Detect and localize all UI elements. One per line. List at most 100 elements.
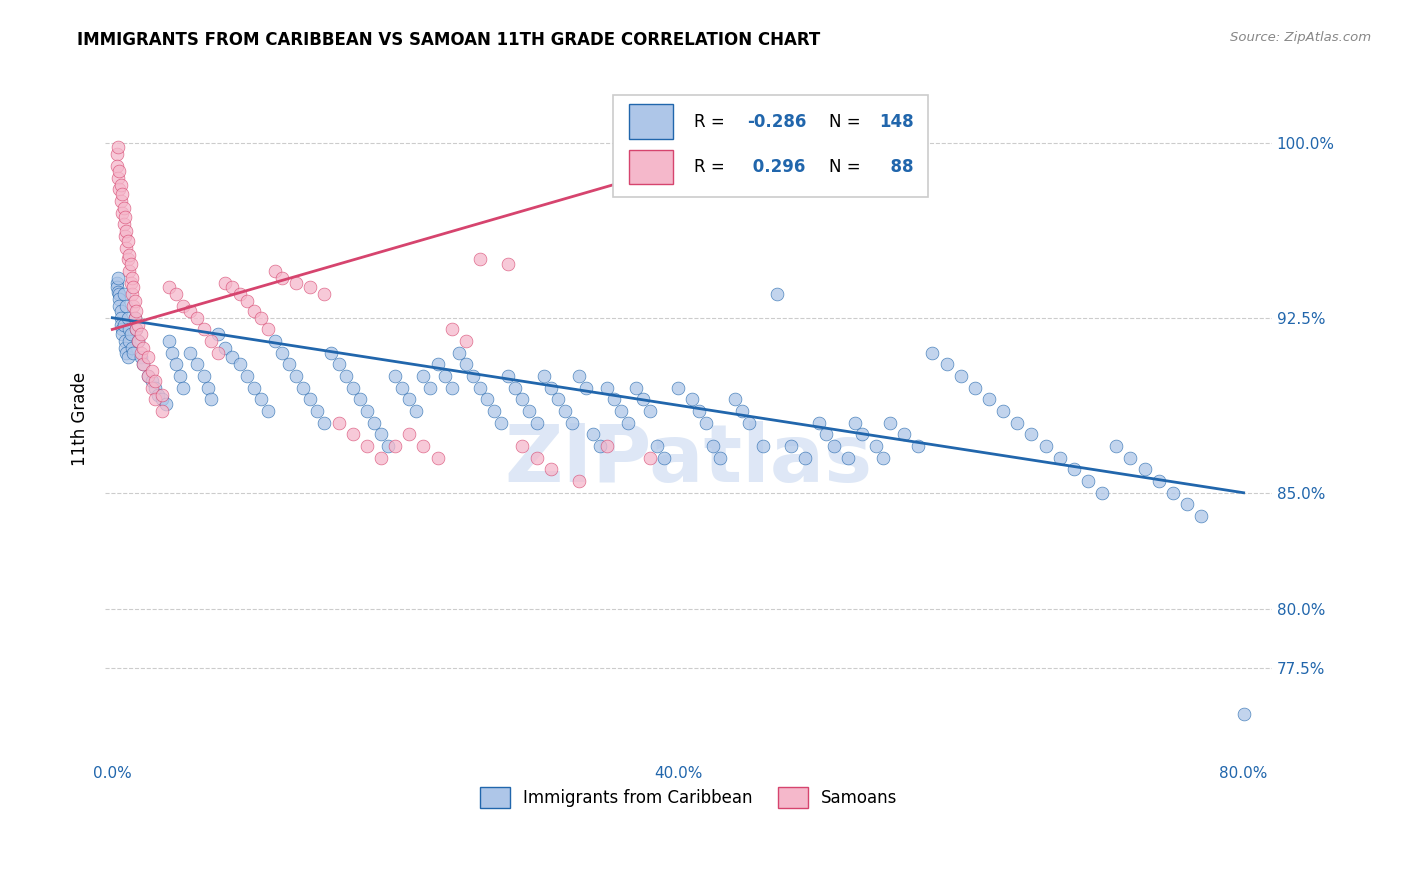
Point	[815, 427, 838, 442]
Point	[150, 392, 173, 407]
Text: ZIPatlas: ZIPatlas	[505, 421, 873, 500]
Point	[568, 369, 591, 384]
Point	[110, 178, 132, 192]
Point	[127, 318, 149, 332]
Point	[143, 381, 166, 395]
Point	[124, 310, 146, 325]
Point	[1063, 462, 1085, 476]
Point	[638, 404, 661, 418]
Point	[136, 351, 159, 365]
Point	[136, 369, 159, 384]
Point	[114, 341, 136, 355]
Point	[214, 341, 236, 355]
Point	[589, 439, 612, 453]
Point	[468, 381, 491, 395]
Point	[112, 218, 135, 232]
Point	[172, 299, 194, 313]
Point	[278, 358, 301, 372]
Point	[1147, 474, 1170, 488]
Point	[107, 285, 129, 299]
Point	[111, 322, 134, 336]
Point	[105, 159, 128, 173]
Point	[433, 369, 456, 384]
Point	[110, 194, 132, 208]
Text: 88: 88	[879, 158, 914, 176]
Point	[207, 345, 229, 359]
Point	[127, 334, 149, 348]
Point	[160, 345, 183, 359]
Point	[596, 381, 619, 395]
Point	[118, 322, 141, 336]
Point	[582, 427, 605, 442]
Point	[1091, 485, 1114, 500]
Point	[730, 404, 752, 418]
Point	[108, 287, 131, 301]
Point	[440, 322, 463, 336]
Point	[271, 345, 294, 359]
Point	[921, 345, 943, 359]
Point	[271, 271, 294, 285]
Point	[127, 334, 149, 348]
Point	[214, 276, 236, 290]
Point	[1105, 439, 1128, 453]
Point	[993, 404, 1015, 418]
Point	[299, 280, 322, 294]
Point	[186, 310, 208, 325]
Point	[823, 439, 845, 453]
Point	[228, 358, 250, 372]
Point	[112, 201, 135, 215]
Point	[349, 392, 371, 407]
Point	[141, 381, 163, 395]
Text: R =: R =	[695, 158, 730, 176]
Point	[370, 427, 392, 442]
Point	[638, 450, 661, 465]
Point	[112, 287, 135, 301]
Point	[125, 303, 148, 318]
Point	[143, 392, 166, 407]
Point	[314, 287, 336, 301]
Point	[709, 450, 731, 465]
Point	[356, 439, 378, 453]
Point	[426, 358, 449, 372]
Point	[489, 416, 512, 430]
Point	[112, 318, 135, 332]
Point	[872, 450, 894, 465]
Point	[242, 381, 264, 395]
Point	[235, 294, 257, 309]
Point	[165, 287, 187, 301]
Point	[307, 404, 329, 418]
Point	[335, 369, 357, 384]
FancyBboxPatch shape	[613, 95, 928, 197]
Point	[893, 427, 915, 442]
Point	[141, 374, 163, 388]
Point	[496, 257, 519, 271]
Point	[197, 381, 219, 395]
Point	[129, 327, 152, 342]
Point	[1161, 485, 1184, 500]
Point	[125, 322, 148, 336]
Legend: Immigrants from Caribbean, Samoans: Immigrants from Caribbean, Samoans	[472, 780, 904, 814]
Point	[631, 392, 654, 407]
Point	[114, 211, 136, 225]
Point	[299, 392, 322, 407]
Point	[108, 299, 131, 313]
Point	[695, 416, 717, 430]
Text: N =: N =	[828, 158, 866, 176]
Point	[110, 310, 132, 325]
Point	[118, 264, 141, 278]
Point	[150, 388, 173, 402]
Point	[150, 404, 173, 418]
Point	[105, 280, 128, 294]
Point	[328, 416, 350, 430]
Point	[837, 450, 859, 465]
Point	[108, 182, 131, 196]
Point	[412, 369, 434, 384]
Point	[122, 345, 145, 359]
Point	[977, 392, 1000, 407]
Point	[624, 381, 647, 395]
Point	[1133, 462, 1156, 476]
Point	[391, 381, 413, 395]
Point	[666, 381, 689, 395]
Point	[114, 334, 136, 348]
Point	[124, 294, 146, 309]
